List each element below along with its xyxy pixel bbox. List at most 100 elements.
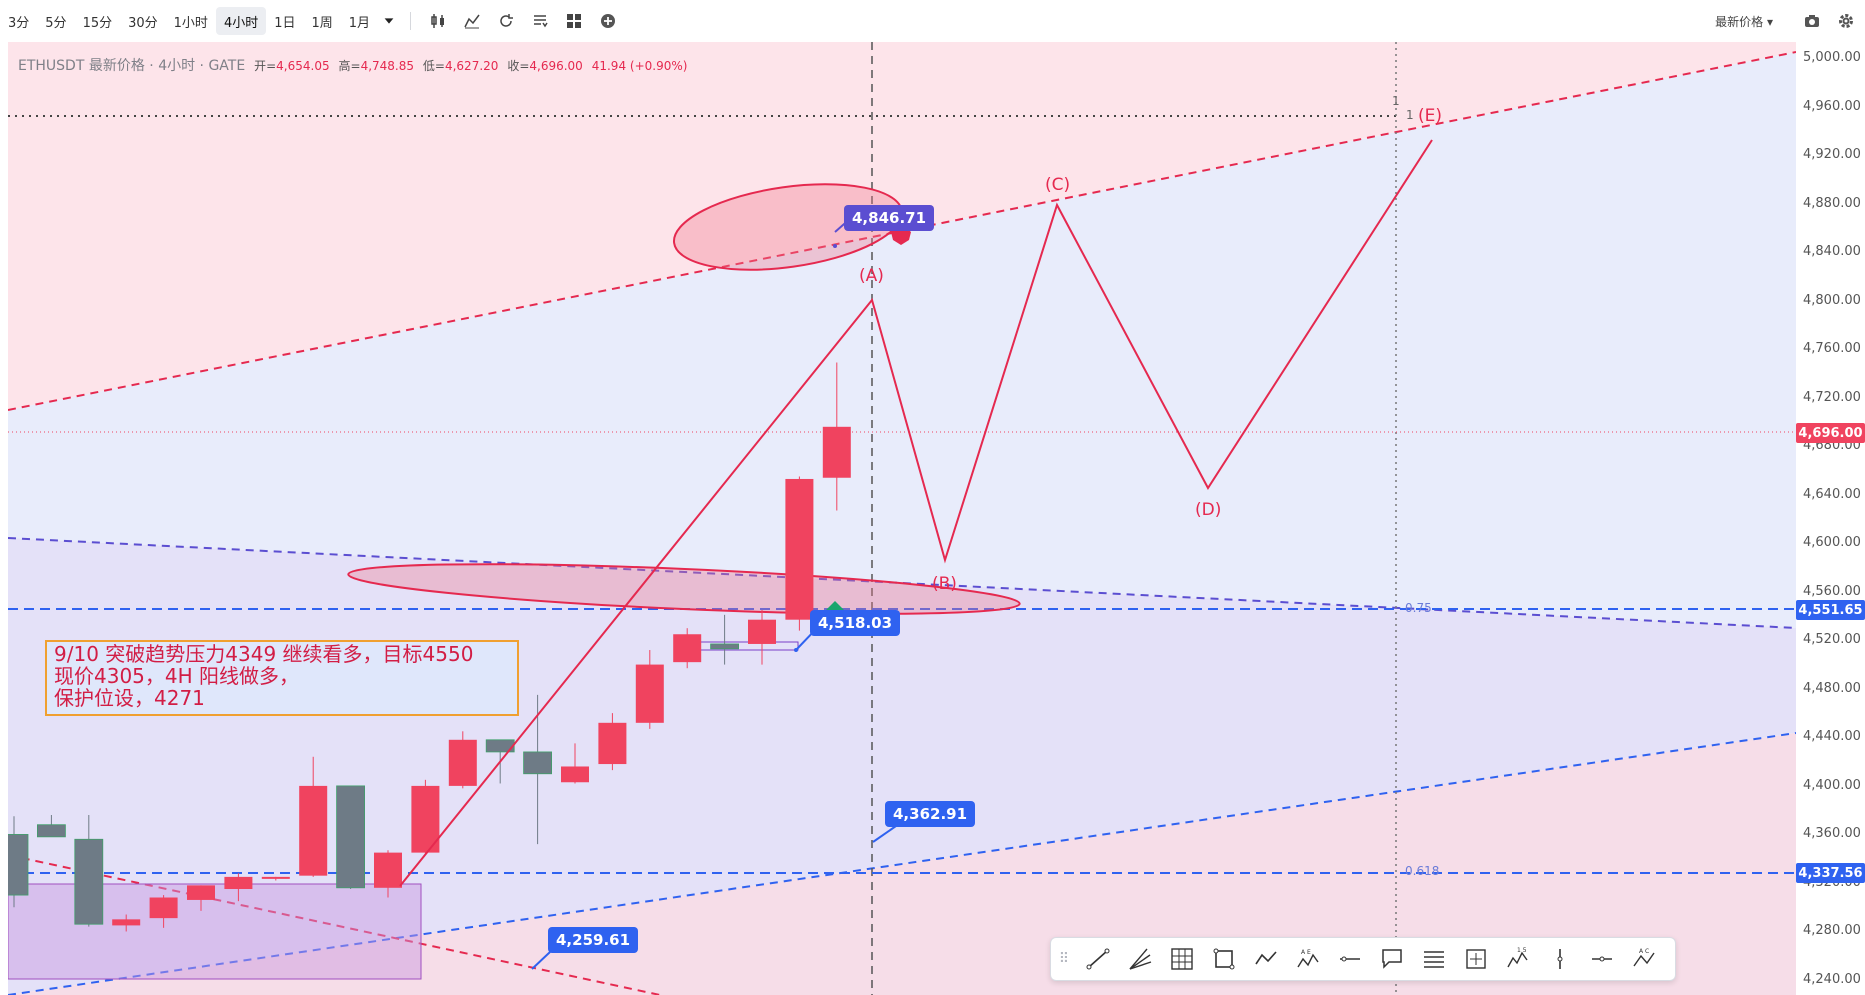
candle-body[interactable] bbox=[635, 664, 664, 723]
callout-dot bbox=[794, 648, 798, 652]
horizontal-ray-icon[interactable] bbox=[1333, 942, 1367, 976]
interval-4h[interactable]: 4小时 bbox=[215, 7, 267, 35]
candle-body[interactable] bbox=[448, 739, 477, 786]
price-type-select[interactable]: 最新价格 ▾ bbox=[1715, 14, 1773, 29]
wave-label-d: (D) bbox=[1195, 500, 1222, 520]
svg-text:1 5: 1 5 bbox=[1517, 947, 1527, 954]
interval-5m[interactable]: 5分 bbox=[45, 15, 67, 31]
open-value: 4,654.05 bbox=[276, 59, 330, 73]
add-icon[interactable] bbox=[597, 7, 619, 35]
note-line-2: 现价4305，4H 阳线做多， bbox=[54, 664, 300, 688]
settings-icon[interactable] bbox=[1835, 7, 1857, 35]
svg-text:A E: A E bbox=[1301, 949, 1311, 956]
interval-15m[interactable]: 15分 bbox=[82, 15, 113, 31]
candle-body[interactable] bbox=[37, 824, 66, 838]
candle-body[interactable] bbox=[374, 852, 402, 888]
wave-path[interactable] bbox=[399, 139, 1433, 887]
candle-body[interactable] bbox=[261, 876, 290, 879]
interval-1d[interactable]: 1日 bbox=[274, 15, 296, 31]
templates-icon[interactable] bbox=[529, 7, 551, 35]
fib-075-label: 0.75 bbox=[1405, 601, 1432, 615]
lower-trendline[interactable] bbox=[8, 732, 1796, 995]
layout-icon[interactable] bbox=[563, 7, 585, 35]
candle-body[interactable] bbox=[561, 766, 589, 783]
wave-label-a: (A) bbox=[859, 266, 884, 286]
close-value: 4,696.00 bbox=[529, 59, 583, 73]
candle-body[interactable] bbox=[336, 785, 366, 889]
price-tick: 4,520.00 bbox=[1803, 632, 1861, 647]
interval-1mo[interactable]: 1月 bbox=[348, 15, 371, 31]
candle-body[interactable] bbox=[748, 619, 776, 644]
price-axis[interactable] bbox=[1796, 42, 1865, 995]
candle-body[interactable] bbox=[187, 885, 215, 900]
price-type-label: 最新价格 bbox=[1715, 14, 1764, 29]
interval-1h[interactable]: 1小时 bbox=[173, 15, 208, 31]
interval-1w[interactable]: 1周 bbox=[311, 15, 333, 31]
drag-handle-icon[interactable]: ⠿ bbox=[1058, 951, 1070, 967]
top-toolbar: 3分 5分 15分 30分 1小时 4小时 1日 1周 1月 最新价格 ▾ bbox=[0, 0, 1865, 42]
candles bbox=[0, 362, 851, 932]
horizontal-line-icon[interactable] bbox=[1585, 942, 1619, 976]
candle-body[interactable] bbox=[822, 426, 851, 478]
breakout-ellipse[interactable] bbox=[347, 554, 1021, 623]
candle-body[interactable] bbox=[673, 634, 702, 663]
svg-text:A C: A C bbox=[1639, 948, 1649, 955]
candle-body[interactable] bbox=[785, 478, 814, 620]
candle-body[interactable] bbox=[224, 876, 253, 890]
channel-middle-fill bbox=[8, 52, 1796, 628]
price-tick: 4,600.00 bbox=[1803, 535, 1861, 550]
callout-dot bbox=[833, 244, 837, 248]
interval-30m[interactable]: 30分 bbox=[128, 15, 158, 31]
fan-tool-icon[interactable] bbox=[1123, 942, 1157, 976]
fib-retracement-icon[interactable] bbox=[1417, 942, 1451, 976]
grid-tool-icon[interactable] bbox=[1165, 942, 1199, 976]
note-line-3: 保护位设，4271 bbox=[54, 686, 205, 710]
analysis-note[interactable]: 9/10 突破趋势压力4349 继续看多，目标4550 现价4305，4H 阳线… bbox=[45, 640, 519, 716]
path-tool-icon[interactable] bbox=[1249, 942, 1283, 976]
candle-body[interactable] bbox=[598, 722, 627, 765]
callout-4362-pointer bbox=[872, 825, 897, 843]
callout-4259-pointer bbox=[531, 951, 551, 970]
high-label: 高= bbox=[338, 59, 361, 73]
price-callout-4518[interactable]: 4,518.03 bbox=[810, 610, 901, 636]
vertical-line-icon[interactable] bbox=[1543, 942, 1577, 976]
candle-body[interactable] bbox=[74, 838, 104, 925]
price-tick: 4,400.00 bbox=[1803, 777, 1861, 793]
chevron-down-icon[interactable] bbox=[382, 7, 396, 35]
price-callout-4846[interactable]: 4,846.71 bbox=[844, 205, 935, 231]
callout-tool-icon[interactable] bbox=[1375, 942, 1409, 976]
open-label: 开= bbox=[254, 59, 277, 73]
candle-body[interactable] bbox=[149, 897, 178, 919]
trendline-tool-icon[interactable] bbox=[1081, 942, 1115, 976]
mid-trendline[interactable] bbox=[8, 537, 1796, 629]
price-tick: 4,720.00 bbox=[1803, 389, 1861, 405]
elliott-wave-icon[interactable]: 1 5 bbox=[1501, 942, 1535, 976]
toolbar-right: 最新价格 ▾ bbox=[1715, 0, 1865, 42]
candlestick-icon[interactable] bbox=[427, 7, 449, 35]
price-callout-4362[interactable]: 4,362.91 bbox=[885, 801, 976, 827]
symbol-title[interactable]: ETHUSDT 最新价格 · 4小时 · GATE bbox=[18, 58, 246, 74]
candle-body[interactable] bbox=[0, 834, 29, 896]
candle-body[interactable] bbox=[112, 919, 141, 926]
candle-body[interactable] bbox=[710, 643, 739, 650]
replay-icon[interactable] bbox=[495, 7, 517, 35]
indicators-icon[interactable] bbox=[461, 7, 483, 35]
price-tick: 4,440.00 bbox=[1803, 729, 1861, 744]
candle-body[interactable] bbox=[299, 785, 328, 876]
ohlc-legend: ETHUSDT 最新价格 · 4小时 · GATE 开=4,654.05 高= 4… bbox=[18, 55, 687, 75]
wave-label-e: (E) bbox=[1418, 106, 1443, 126]
abc-pattern-icon[interactable]: A C bbox=[1627, 942, 1661, 976]
current-price-tag: 4,696.00 bbox=[1796, 423, 1865, 443]
measure-tool-icon[interactable] bbox=[1459, 942, 1493, 976]
abcd-pattern-icon[interactable]: A E bbox=[1291, 942, 1325, 976]
candle-body[interactable] bbox=[523, 751, 552, 775]
fib-1-label-right: 1 bbox=[1406, 108, 1414, 122]
low-value: 4,627.20 bbox=[444, 59, 499, 73]
camera-icon[interactable] bbox=[1801, 7, 1823, 35]
rectangle-tool-icon[interactable] bbox=[1207, 942, 1241, 976]
candle-body[interactable] bbox=[485, 739, 515, 753]
interval-3m[interactable]: 3分 bbox=[8, 15, 30, 31]
price-callout-4259[interactable]: 4,259.61 bbox=[548, 927, 639, 953]
toolbar-divider bbox=[410, 12, 412, 30]
